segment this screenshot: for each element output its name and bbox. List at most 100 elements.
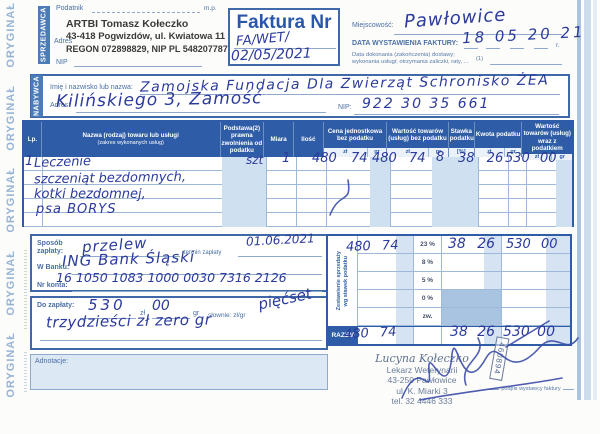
invoice-number-handwriting-2: 02/05/2021	[230, 45, 312, 65]
hw-sum-tax: 38 26	[448, 236, 496, 252]
vet-stamp: Lucyna Kołeczko Lekarz Weterynarii 43-25…	[358, 352, 486, 406]
rate-label: 23 %	[414, 236, 442, 253]
date-dash	[510, 48, 524, 49]
col-gross-value: Wartość towarów (usług) wraz z podatkiem	[523, 123, 571, 153]
gross-cell	[502, 236, 570, 253]
buyer-section-label: NABYWCA	[31, 75, 43, 117]
scan-stripe	[577, 0, 581, 400]
date-dash	[486, 48, 500, 49]
hw-qty: 1	[282, 151, 291, 166]
issue-date-label: DATA WYSTAWIENIA FAKTURY:	[352, 40, 459, 47]
hw-amount-gr: 00	[152, 298, 170, 314]
sub-zl: zł	[522, 153, 553, 161]
sub-gr: gr	[374, 149, 380, 156]
bank-line	[72, 274, 322, 275]
col-name-sub: (zakres wykonanych usług)	[97, 139, 164, 146]
buyer-nip-handwriting: 922 30 35 661	[362, 96, 491, 112]
invoice-number-box: Faktura Nr	[228, 8, 340, 66]
hw-unit-price: 480 74	[312, 151, 368, 166]
buyer-box: NABYWCA Imię i nazwisko lub nazwa: Adres…	[30, 74, 570, 118]
taxpayer-label: Podatnik	[56, 5, 84, 12]
copy-label: ORYGINAŁ	[4, 332, 17, 398]
copy-label: ORYGINAŁ	[4, 84, 17, 151]
stamp-phone: tel. 32 4446 333	[391, 395, 453, 406]
seller-regon-nip: REGON 072898829, NIP PL 5482077876	[66, 44, 233, 54]
scan-stripe	[584, 0, 591, 400]
total-rate-cell	[414, 327, 442, 344]
net-cell	[358, 254, 414, 271]
words-line	[40, 340, 322, 341]
vat-row-23: 23 %	[358, 236, 570, 254]
copy-type-strip: ORYGINAŁ ORYGINAŁ ORYGINAŁ ORYGINAŁ ORYG…	[1, 2, 20, 398]
gross-cell	[502, 254, 570, 271]
gross-cell	[502, 272, 570, 289]
hw-bank: ING Bank Śląski	[61, 247, 196, 271]
words-label: słownie: zł/gr	[208, 312, 246, 319]
mp-label: m.p.	[204, 5, 217, 12]
stamp-city: 43-250 Pawłowice	[387, 375, 457, 386]
hw-lp: 1	[25, 154, 34, 169]
buyer-address-line	[76, 112, 326, 113]
gr-label: gr	[193, 310, 200, 317]
date-dash	[534, 48, 548, 49]
vat-summary-label-2: wg stawek podatku	[343, 255, 349, 307]
bank-label: W Banku:	[37, 264, 70, 271]
account-label: Nr konta:	[37, 282, 68, 289]
gross-cell	[502, 290, 570, 307]
zl-label: zł	[140, 310, 146, 317]
items-table-header: Lp. Nazwa (rodzaj) towaru lub usługi (za…	[24, 122, 573, 161]
place-label: Miejscowość:	[352, 22, 394, 29]
vat-row-8: 8 %	[358, 254, 570, 272]
hw-net: 480 74	[372, 151, 426, 166]
amount-due-box: Do zapłaty: zł gr słownie: zł/gr	[30, 296, 328, 350]
net-cell	[358, 236, 414, 253]
col-qty: Ilość	[301, 135, 316, 143]
due-date-label: termin zapłaty	[184, 250, 222, 256]
seller-nip-label: NIP	[56, 59, 68, 66]
amount-line	[80, 318, 136, 319]
col-tax-amount: Kwota podatku	[475, 131, 521, 139]
hw-desc-4: psa BORYS	[36, 202, 117, 217]
total-label: RAZEM	[328, 327, 358, 344]
seller-address: 43-418 Pogwizdów, ul. Kwiatowa 11	[66, 31, 226, 42]
stamp-title: Lekarz Weterynarii	[386, 365, 458, 376]
sub-gr: gr	[435, 149, 442, 156]
delivery-note-line	[490, 64, 562, 65]
sub-gr: gr	[559, 153, 565, 160]
hw-account: 16 1050 1083 1000 0030 7316 2126	[56, 270, 287, 285]
annotations-label: Adnotacje:	[35, 358, 69, 365]
hw-desc-3: kotki bezdomnej,	[34, 187, 146, 202]
seller-name: ARTBI Tomasz Kołeczko	[66, 18, 189, 30]
scan-stripe	[593, 0, 597, 400]
items-table-grid	[24, 157, 572, 227]
delivery-note-line1: Data dokonania (zakończenia) dostawy;	[352, 52, 455, 58]
copy-label: ORYGINAŁ	[4, 249, 17, 316]
seller-address-label: Adres	[54, 38, 73, 45]
buyer-address-label: Adres:	[50, 102, 71, 109]
invoice-line	[234, 48, 336, 49]
hw-total-gross: 530 00	[503, 324, 555, 340]
tax-cell-blocked	[442, 290, 502, 307]
col-unit-price: Cena jednostkowa bez podatku	[327, 127, 383, 142]
due-line	[238, 256, 322, 257]
delivery-note-line2: wykonania usługi; otrzymania zaliczki, r…	[352, 59, 469, 65]
tax-cell	[442, 236, 502, 253]
hw-total-tax: 38 26	[450, 324, 496, 340]
seller-section-label: SPRZEDAWCA	[38, 6, 50, 64]
buyer-address-handwriting: Kilińskiego 3, Zamość	[55, 88, 263, 112]
tax-cell	[442, 272, 502, 289]
payment-box: Sposób zapłaty: termin zapłaty W Banku: …	[30, 234, 328, 292]
hw-gross: 530 00	[505, 151, 557, 166]
net-cell	[358, 308, 414, 325]
sub-zl: zł	[324, 148, 368, 157]
tax-cell	[442, 254, 502, 271]
items-table: Lp. Nazwa (rodzaj) towaru lub usługi (za…	[22, 120, 574, 227]
hw-total-net: 480 74	[343, 324, 397, 343]
gross-cell	[502, 308, 570, 325]
vat-row-5: 5 %	[358, 272, 570, 290]
rate-label: zw.	[414, 308, 442, 325]
col-rate: Stawka podatku	[449, 127, 474, 142]
vat-rate-rows: 23 % 8 % 5 % 0 % zw.	[358, 236, 570, 326]
sub-gr: gr	[510, 149, 516, 156]
vat-row-0: 0 %	[358, 290, 570, 308]
